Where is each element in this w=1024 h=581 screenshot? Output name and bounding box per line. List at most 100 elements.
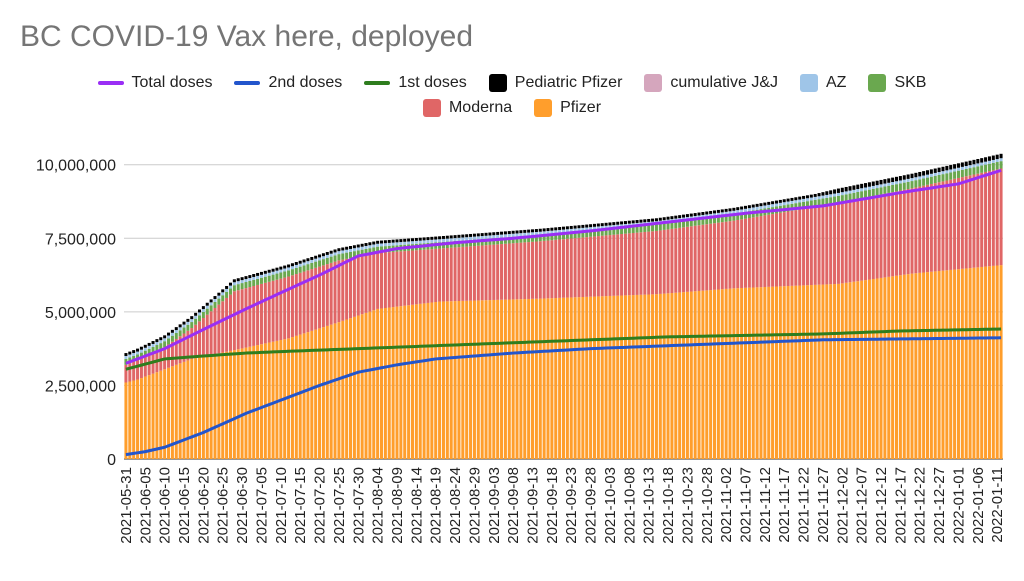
bar-segment [581, 237, 585, 297]
bar-segment [910, 181, 914, 189]
bar-segment [496, 237, 500, 245]
bar-segment [182, 361, 186, 459]
bar-segment [186, 324, 190, 331]
bar-segment [964, 161, 968, 167]
bar-segment [318, 260, 322, 267]
bar-segment [217, 292, 221, 296]
bar-segment [418, 237, 422, 241]
bar-segment [891, 184, 895, 193]
bar-segment [139, 346, 143, 350]
bar-segment [534, 231, 538, 235]
x-tick-label: 2021-08-14 [408, 467, 425, 544]
bar-segment [612, 225, 616, 229]
x-tick-label: 2021-06-20 [195, 467, 212, 544]
bar-segment [252, 274, 256, 277]
bar-segment [960, 177, 964, 269]
bar-segment [620, 295, 624, 459]
bar-segment [883, 183, 887, 187]
bar-segment [689, 219, 693, 227]
bar-segment [867, 186, 871, 190]
bar-segment [674, 228, 678, 293]
bar-segment [383, 307, 387, 459]
bar-segment [461, 246, 465, 301]
bar-segment [155, 342, 159, 346]
bar-segment [713, 210, 717, 214]
bar-segment [623, 221, 627, 225]
bar-segment [550, 233, 554, 241]
bar-segment [395, 306, 399, 459]
bar-segment [217, 353, 221, 459]
bar-segment [407, 241, 411, 245]
bar-segment [662, 223, 666, 230]
bar-segment [151, 373, 155, 459]
x-tick-label: 2021-07-30 [350, 467, 367, 544]
bar-segment [906, 178, 910, 182]
bar-segment [290, 266, 294, 270]
bar-segment [372, 244, 376, 248]
bar-segment [368, 242, 372, 246]
bar-segment [267, 275, 271, 282]
bar-segment [209, 299, 213, 303]
bar-segment [643, 294, 647, 459]
x-tick-label: 2021-08-09 [389, 467, 406, 544]
bar-segment [887, 185, 891, 193]
bar-segment [147, 342, 151, 346]
bar-segment [561, 229, 566, 233]
bar-segment [709, 216, 713, 224]
bar-segment [290, 269, 294, 276]
bar-segment [569, 231, 573, 239]
bar-segment [507, 234, 511, 237]
bar-segment [298, 266, 302, 273]
bar-segment [167, 344, 171, 368]
bar-segment [136, 379, 140, 459]
bar-segment [984, 157, 988, 162]
bar-segment [403, 305, 407, 459]
bar-segment [383, 243, 387, 247]
bar-segment [589, 224, 593, 228]
bar-segment [925, 184, 930, 273]
bar-segment [321, 259, 325, 266]
bar-segment [604, 235, 608, 297]
bar-segment [871, 181, 875, 186]
bar-segment [980, 266, 984, 459]
bar-segment [182, 321, 186, 325]
bar-segment [697, 290, 701, 459]
legend-label: cumulative J&J [670, 74, 778, 91]
bar-segment [848, 190, 852, 194]
bar-segment [999, 161, 1003, 169]
bar-segment [999, 265, 1003, 459]
bar-segment [314, 258, 318, 262]
bar-segment [209, 311, 213, 355]
bar-segment [736, 210, 740, 214]
bar-segment [941, 166, 945, 172]
legend-swatch [364, 81, 391, 85]
bar-segment [259, 277, 263, 284]
bar-segment [182, 324, 186, 328]
bar-segment [612, 222, 616, 226]
bar-segment [620, 221, 624, 225]
bar-segment [132, 380, 136, 459]
bar-segment [639, 225, 643, 233]
bar-segment [995, 159, 999, 163]
bar-segment [538, 231, 542, 235]
bar-segment [194, 315, 198, 319]
bar-segment [984, 164, 988, 172]
bar-segment [244, 279, 248, 283]
bar-segment [542, 298, 546, 459]
bar-segment [945, 270, 949, 459]
bar-segment [252, 345, 256, 459]
bar-segment [786, 211, 790, 287]
bar-segment [836, 202, 840, 284]
bar-segment [840, 283, 844, 459]
bar-segment [774, 203, 778, 207]
bar-segment [794, 197, 798, 201]
bar-segment [209, 305, 213, 312]
bar-segment [728, 208, 732, 212]
bar-segment [240, 283, 244, 290]
bar-segment [314, 267, 318, 330]
bar-segment [441, 238, 445, 242]
bar-segment [163, 335, 167, 339]
bar-segment [248, 278, 252, 281]
bar-segment [922, 178, 926, 186]
bar-segment [364, 243, 368, 246]
